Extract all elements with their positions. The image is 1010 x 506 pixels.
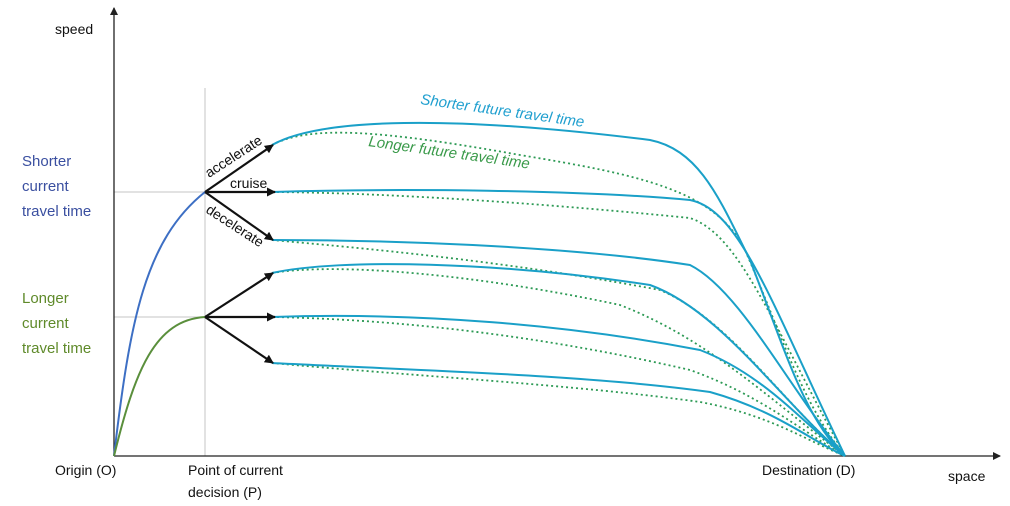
accelerate-arrow-high: [204, 144, 274, 193]
origin-label: Origin (O): [55, 462, 116, 478]
destination-label: Destination (D): [762, 462, 855, 478]
shorter-future-curve-cruise-low: [271, 314, 846, 457]
longer-future-curve-cruise-low: [271, 316, 846, 457]
longer-current-curve: [113, 316, 206, 457]
longer-future-title: Longer future travel time: [367, 133, 530, 172]
shorter-future-curve-decelerate-high: [271, 239, 846, 457]
shorter-future-curve-decelerate-low: [271, 362, 846, 457]
decelerate-arrow-high: [204, 191, 274, 241]
longer-future-curves: [271, 131, 846, 457]
shorter-future-curve-cruise-high: [271, 189, 846, 457]
accelerate-arrow-low: [204, 272, 274, 318]
longer-future-curve-decelerate-high: [271, 239, 846, 457]
longer-current-label: Longer current travel time: [22, 290, 91, 357]
decision-point-label: Point of current decision (P): [188, 462, 287, 500]
decelerate-arrow-low: [204, 316, 274, 364]
longer-future-curve-accelerate-low: [271, 268, 846, 457]
decelerate-label: decelerate: [203, 201, 267, 250]
shorter-current-curve: [113, 191, 206, 457]
action-arrows: [204, 144, 276, 364]
longer-future-curve-decelerate-low: [271, 362, 846, 457]
y-axis-label: speed: [55, 21, 93, 37]
longer-future-curve-cruise-high: [271, 191, 846, 457]
shorter-future-curve-accelerate-low: [271, 263, 846, 457]
x-axis-label: space: [948, 468, 986, 484]
longer-future-curve-accelerate-high: [271, 131, 846, 457]
shorter-future-curves: [271, 121, 846, 457]
shorter-current-label: Shorter current travel time: [22, 153, 91, 220]
shorter-future-curve-accelerate-high: [271, 121, 846, 457]
cruise-label: cruise: [230, 175, 268, 191]
